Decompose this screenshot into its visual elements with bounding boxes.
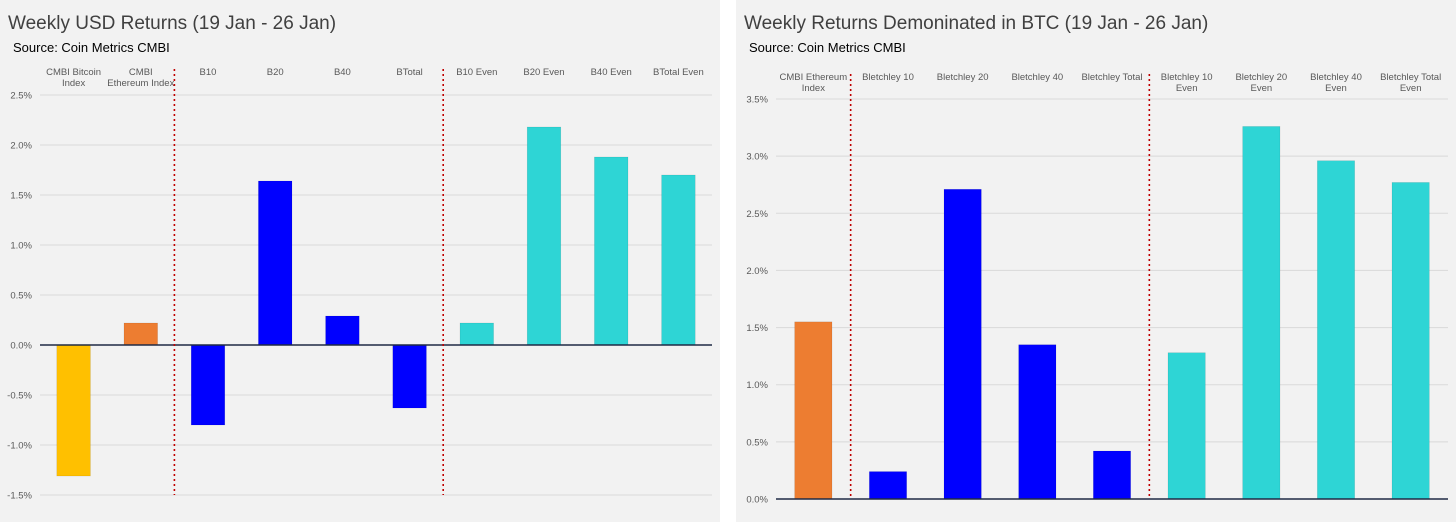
bar [1167, 352, 1206, 500]
category-label: B20 Even [523, 67, 564, 78]
bar [392, 344, 427, 409]
y-tick-label: 3.5% [746, 95, 768, 106]
category-label: Bletchley Total [1081, 72, 1142, 83]
bar [661, 174, 696, 346]
bar [794, 321, 833, 500]
bar [594, 156, 629, 346]
category-label: B10 Even [456, 67, 497, 78]
bar [1317, 160, 1355, 500]
y-tick-label: 2.0% [746, 266, 768, 277]
y-tick-label: 2.5% [10, 91, 32, 102]
category-label: B40 [334, 67, 351, 78]
bar [56, 344, 91, 477]
category-label: CMBI Bitcoin [46, 67, 101, 78]
category-label: Even [1251, 83, 1273, 94]
y-tick-label: 0.0% [10, 341, 32, 352]
bar [190, 344, 226, 426]
bar [459, 322, 494, 346]
y-tick-label: 0.5% [746, 437, 768, 448]
category-label: Even [1400, 83, 1422, 94]
bar [869, 471, 907, 500]
y-tick-label: 1.5% [746, 323, 768, 334]
bar [123, 322, 158, 346]
category-label: B20 [267, 67, 284, 78]
y-tick-label: 1.5% [10, 191, 32, 202]
bar [1093, 450, 1131, 500]
y-tick-label: -1.0% [7, 441, 32, 452]
category-label: CMBI [129, 67, 153, 78]
bar [526, 126, 562, 346]
y-tick-label: -0.5% [7, 391, 32, 402]
y-tick-label: 1.0% [746, 380, 768, 391]
btc-returns-chart-panel: Weekly Returns Demoninated in BTC (19 Ja… [736, 0, 1456, 522]
y-tick-label: 2.5% [746, 209, 768, 220]
category-label: Bletchley 20 [937, 72, 989, 83]
y-tick-label: -1.5% [7, 491, 32, 502]
usd-returns-bar-chart: 2.5% 2.0% 1.5% 1.0% 0.5% 0.0% -0.5% -1.0% -1.5% C… [7, 67, 712, 502]
y-tick-label: 2.0% [10, 141, 32, 152]
usd-returns-chart-panel: Weekly USD Returns (19 Jan - 26 Jan) Sou… [0, 0, 720, 522]
chart-title: Weekly USD Returns (19 Jan - 26 Jan) [8, 13, 337, 34]
y-tick-label: 0.5% [10, 291, 32, 302]
chart-subtitle: Source: Coin Metrics CMBI [13, 40, 170, 55]
category-label: Even [1325, 83, 1347, 94]
category-label: Bletchley 40 [1011, 72, 1063, 83]
y-tick-label: 3.0% [746, 152, 768, 163]
chart-subtitle: Source: Coin Metrics CMBI [749, 40, 906, 55]
category-label: Bletchley 20 [1235, 72, 1287, 83]
bar [943, 189, 982, 500]
bar [325, 315, 360, 346]
category-label: Index [802, 83, 825, 94]
bar [258, 180, 293, 346]
category-label: Ethereum Index [107, 78, 174, 89]
category-label: B40 Even [591, 67, 632, 78]
bar [1242, 126, 1281, 500]
y-tick-label: 1.0% [10, 241, 32, 252]
btc-returns-bar-chart: 3.5% 3.0% 2.5% 2.0% 1.5% 1.0% 0.5% 0.0% CMBI Eth… [746, 72, 1448, 506]
category-label: Bletchley 40 [1310, 72, 1362, 83]
bar [1018, 344, 1057, 500]
chart-title: Weekly Returns Demoninated in BTC (19 Ja… [744, 13, 1209, 34]
category-label: Index [62, 78, 85, 89]
category-label: Bletchley Total [1380, 72, 1441, 83]
category-label: Even [1176, 83, 1198, 94]
category-label: Bletchley 10 [1161, 72, 1213, 83]
category-label: BTotal Even [653, 67, 704, 78]
bar [1391, 182, 1430, 500]
category-label: BTotal [396, 67, 422, 78]
category-label: B10 [200, 67, 217, 78]
category-label: CMBI Ethereum [780, 72, 848, 83]
category-label: Bletchley 10 [862, 72, 914, 83]
y-tick-label: 0.0% [746, 495, 768, 506]
